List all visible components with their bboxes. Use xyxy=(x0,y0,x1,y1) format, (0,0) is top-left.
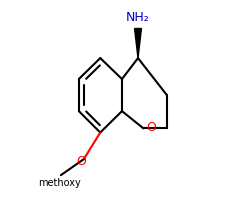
Polygon shape xyxy=(135,29,141,58)
Text: methoxy: methoxy xyxy=(38,178,81,188)
Text: O: O xyxy=(146,121,156,134)
Text: NH₂: NH₂ xyxy=(126,11,150,24)
Text: O: O xyxy=(76,155,86,168)
